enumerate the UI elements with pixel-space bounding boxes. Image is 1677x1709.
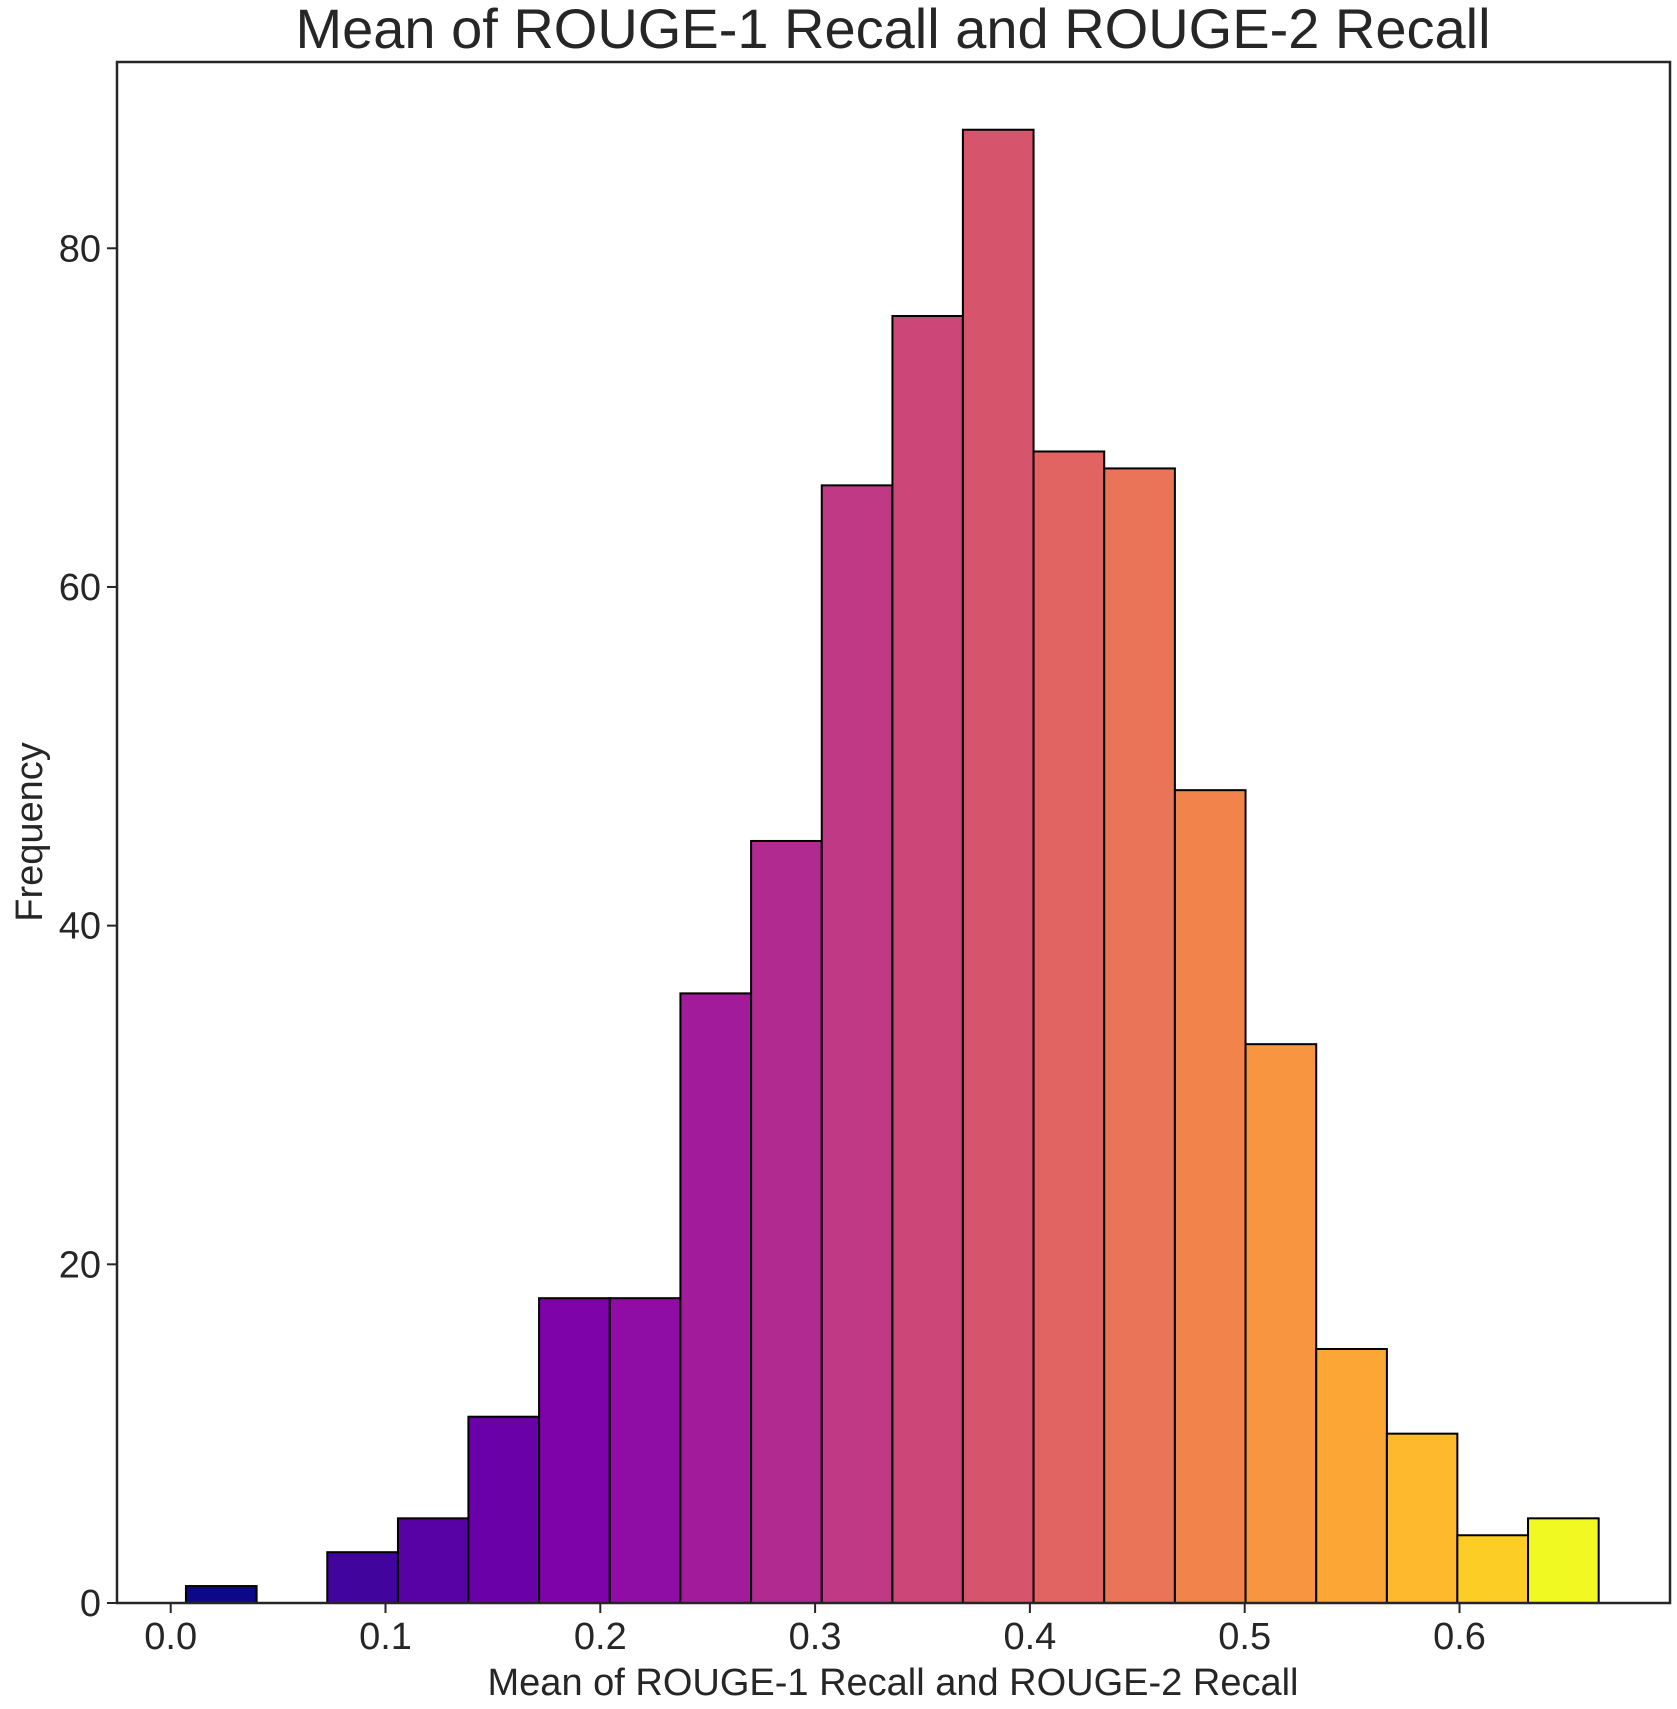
x-tick-label: 0.4 [1003, 1616, 1056, 1658]
histogram-bar [608, 1297, 682, 1604]
y-tick-label: 80 [59, 228, 101, 270]
histogram-bar [820, 484, 894, 1604]
histogram-bar [1244, 1043, 1318, 1604]
y-tick-label: 0 [80, 1583, 101, 1625]
histogram-bar [1456, 1534, 1530, 1605]
histogram-bar [538, 1297, 611, 1604]
x-tick-label: 0.3 [789, 1616, 842, 1658]
histogram-bar [1385, 1432, 1459, 1604]
y-axis-label: Frequency [9, 742, 51, 922]
x-axis: 0.0 0.1 0.2 0.3 0.4 0.5 0.6 [144, 1603, 1486, 1658]
x-tick-label: 0.1 [359, 1616, 412, 1658]
histogram-bar [1315, 1347, 1388, 1604]
histogram-bar [326, 1551, 399, 1604]
histogram-bar [891, 315, 964, 1604]
histogram-bar [467, 1415, 541, 1604]
x-tick-label: 0.5 [1218, 1616, 1271, 1658]
y-tick-label: 60 [59, 567, 101, 609]
x-tick-label: 0.6 [1433, 1616, 1486, 1658]
x-tick-label: 0.2 [574, 1616, 627, 1658]
y-axis: 0 20 40 60 80 [59, 228, 117, 1625]
histogram-bar [1032, 450, 1106, 1604]
y-tick-label: 40 [59, 906, 101, 948]
plot-frame [115, 60, 1672, 1605]
histogram-bar [184, 1585, 258, 1604]
histogram-bar [1103, 467, 1176, 1604]
histogram-bar [396, 1517, 470, 1605]
y-tick-label: 20 [59, 1244, 101, 1286]
histogram-bar [1527, 1517, 1600, 1605]
histogram-bar [961, 128, 1035, 1605]
histogram-bar [750, 839, 823, 1604]
bars-layer [184, 128, 1600, 1605]
x-axis-label: Mean of ROUGE-1 Recall and ROUGE-2 Recal… [488, 1662, 1299, 1704]
chart-title: Mean of ROUGE-1 Recall and ROUGE-2 Recal… [295, 0, 1490, 60]
histogram-bar [1173, 789, 1247, 1604]
x-tick-label: 0.0 [144, 1616, 197, 1658]
histogram-bar [679, 992, 753, 1604]
